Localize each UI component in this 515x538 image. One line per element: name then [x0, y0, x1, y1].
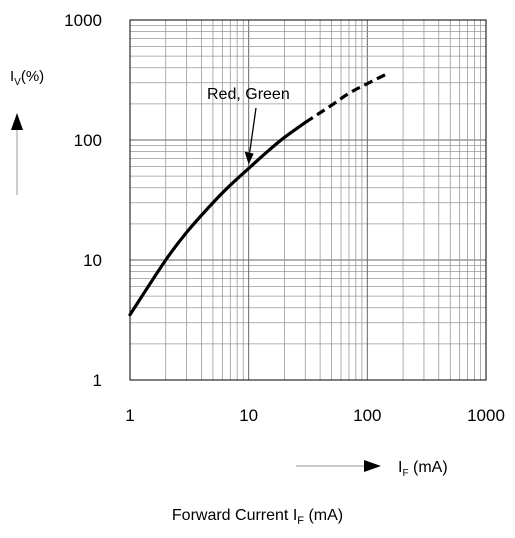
- y-axis-label: IV(%): [10, 68, 44, 88]
- x-tick-labels: 1 10 100 1000: [125, 406, 505, 425]
- y-tick-label: 1: [93, 371, 102, 390]
- x-tick-label: 1000: [467, 406, 505, 425]
- x-axis-arrow: [296, 460, 381, 472]
- series-annotation: Red, Green: [207, 86, 290, 103]
- y-tick-labels: 1 10 100 1000: [64, 11, 102, 390]
- series-line-solid: [128, 120, 307, 317]
- x-tick-label: 100: [353, 406, 381, 425]
- series-line-dashed: [304, 71, 389, 124]
- y-tick-label: 100: [74, 131, 102, 150]
- y-axis-arrow: [11, 113, 23, 195]
- grid: [129, 20, 486, 381]
- x-tick-label: 1: [125, 406, 134, 425]
- y-tick-label: 1000: [64, 11, 102, 30]
- y-tick-label: 10: [83, 251, 102, 270]
- x-tick-label: 10: [239, 406, 258, 425]
- annotation-arrowhead: [244, 151, 254, 165]
- annotation-arrow: [249, 107, 257, 153]
- chart-caption: Forward Current IF (mA): [171, 507, 344, 528]
- x-axis-label: IF (mA): [398, 459, 448, 479]
- plot-frame: [129, 19, 487, 381]
